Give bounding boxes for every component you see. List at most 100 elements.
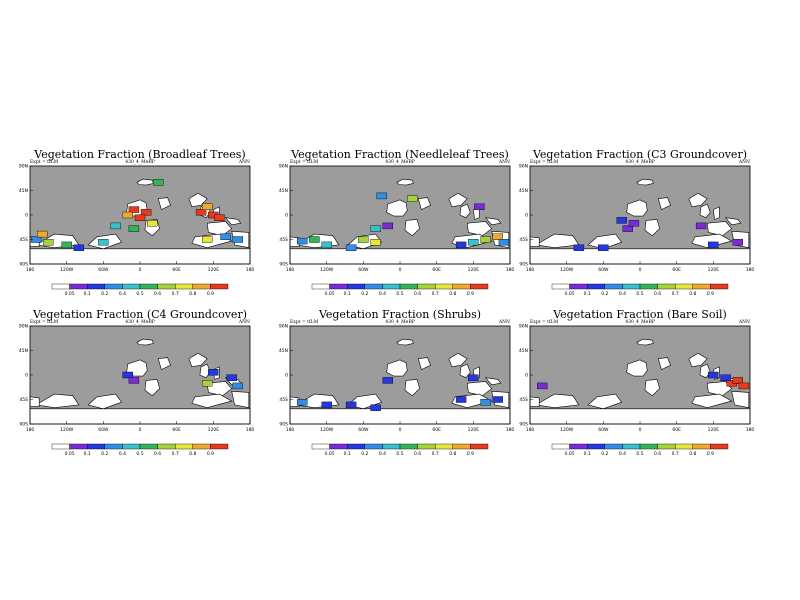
lat-tick-label: 90S	[519, 422, 528, 428]
lon-tick-label: 0	[399, 267, 402, 273]
data-cell	[128, 377, 140, 384]
lon-tick-label: 180	[286, 267, 295, 273]
colorbar-swatch	[382, 283, 401, 290]
land-mass	[644, 379, 660, 397]
lat-tick-label: 45N	[19, 188, 28, 194]
colorbar-label: 0.4	[619, 451, 626, 457]
data-cell	[474, 203, 485, 210]
lon-tick-label: 60E	[432, 267, 441, 273]
colorbar-label: 0.6	[154, 451, 161, 457]
lon-tick-label: 120E	[708, 427, 720, 433]
land-mass	[529, 236, 540, 247]
colorbar-swatch	[192, 283, 211, 290]
colorbar-swatch	[329, 443, 348, 450]
colorbar-swatch	[434, 443, 453, 450]
lon-tick-label: 60E	[432, 427, 441, 433]
land-mass	[724, 217, 742, 226]
data-cell	[480, 236, 491, 243]
colorbar-swatch	[399, 283, 418, 290]
data-cell	[345, 244, 357, 251]
lat-tick-label: 0	[25, 213, 28, 219]
lon-tick-label: 180	[526, 427, 535, 433]
land-mass	[448, 192, 468, 208]
colorbar-label: 0.4	[119, 451, 126, 457]
expt-label: Expt = tfLM	[30, 320, 59, 325]
land-mass	[644, 219, 660, 237]
expt-label: Expt = tfLM	[290, 320, 319, 325]
land-mass	[466, 381, 493, 397]
lon-tick-label: 120W	[560, 267, 574, 273]
data-cell	[220, 233, 231, 241]
colorbar-swatch	[51, 443, 70, 450]
land-mass	[587, 233, 623, 250]
panel-c3-groundcover: Vegetation Fraction (C3 Groundcover) Exp…	[519, 148, 755, 308]
colorbar-label: 0.9	[207, 291, 214, 297]
data-cell	[616, 217, 627, 224]
colorbar-swatch	[311, 443, 330, 450]
land-mass	[688, 192, 708, 208]
case-label: 430_4_MeBP	[385, 320, 415, 325]
data-cell	[382, 377, 394, 384]
panel-title: Vegetation Fraction (Bare Soil)	[553, 308, 727, 321]
colorbar-label: 0.2	[101, 291, 108, 297]
lat-tick-label: 45S	[519, 237, 528, 243]
land-mass	[29, 396, 40, 407]
lon-tick-label: 120E	[708, 267, 720, 273]
lat-tick-label: 90N	[279, 324, 288, 330]
data-cell	[296, 398, 308, 406]
season-label: ANN	[498, 160, 510, 165]
lon-tick-label: 180	[746, 267, 755, 273]
colorbar-swatch	[210, 443, 229, 450]
lon-tick-label: 180	[506, 267, 515, 273]
colorbar-swatch	[329, 283, 348, 290]
land-mass	[657, 357, 671, 371]
land-mass	[459, 203, 471, 219]
data-cell	[195, 209, 207, 216]
colorbar-label: 0.4	[379, 451, 386, 457]
land-mass	[731, 390, 750, 409]
land-mass	[386, 199, 408, 217]
land-mass	[87, 393, 123, 410]
data-cell	[628, 219, 640, 227]
data-cell	[128, 206, 140, 213]
data-cell	[480, 398, 491, 406]
data-cell	[370, 238, 381, 246]
data-cell	[732, 377, 744, 384]
land-mass	[396, 178, 414, 186]
lat-tick-label: 90N	[519, 164, 528, 170]
colorbar-label: 0.05	[565, 291, 575, 297]
colorbar-label: 0.8	[689, 451, 696, 457]
colorbar-swatch	[551, 283, 570, 290]
land-mass	[636, 338, 654, 346]
colorbar-label: 0.6	[654, 291, 661, 297]
data-cell	[708, 371, 719, 379]
land-mass	[386, 359, 408, 377]
season-label: ANN	[738, 320, 750, 325]
data-cell	[321, 241, 332, 249]
colorbar-label: 0.5	[136, 451, 143, 457]
data-cell	[321, 401, 332, 409]
colorbar-label: 0.5	[636, 291, 643, 297]
data-cell	[536, 382, 548, 390]
colorbar-label: 0.9	[707, 291, 714, 297]
colorbar-label: 0.7	[432, 451, 439, 457]
colorbar-label: 0.1	[84, 451, 91, 457]
colorbar-label: 0.6	[654, 451, 661, 457]
lat-tick-label: 90N	[19, 164, 28, 170]
land-mass	[144, 379, 160, 397]
colorbar-swatch	[174, 443, 193, 450]
land-mass	[136, 338, 154, 346]
lon-tick-label: 60W	[358, 427, 369, 433]
data-cell	[232, 382, 244, 390]
colorbar-swatch	[622, 283, 641, 290]
case-label: 430_4_MeBP	[125, 320, 155, 325]
land-mass	[636, 178, 654, 186]
case-label: 430_4_MeBP	[385, 160, 415, 165]
case-label: 430_4_MeBP	[125, 160, 155, 165]
land-mass	[587, 393, 623, 410]
season-label: ANN	[738, 160, 750, 165]
colorbar-label: 0.9	[467, 291, 474, 297]
lon-tick-label: 120E	[468, 427, 480, 433]
